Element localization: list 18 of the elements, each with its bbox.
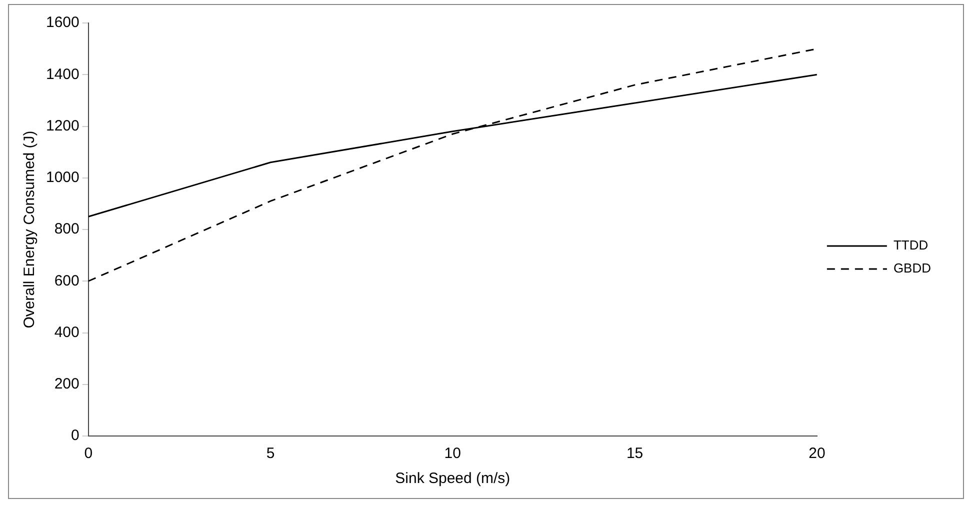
x-tick-label: 15	[626, 445, 644, 462]
legend-label: GBDD	[893, 260, 932, 276]
y-tick-label: 600	[54, 272, 80, 290]
y-tick-label: 1600	[46, 14, 80, 32]
x-tick-label: 20	[808, 445, 826, 462]
y-tick-label: 0	[71, 427, 80, 444]
y-tick-label: 400	[54, 324, 80, 341]
legend-label: TTDD	[893, 238, 928, 253]
x-tick-label: 10	[444, 445, 461, 462]
y-axis-title: Overall Energy Consumed (J)	[21, 130, 38, 328]
y-tick-label: 1400	[46, 66, 80, 83]
y-tick-label: 1200	[46, 117, 80, 134]
y-tick-label: 1000	[46, 169, 80, 186]
x-tick-label: 5	[266, 445, 275, 462]
y-tick-label: 800	[54, 220, 80, 238]
x-axis-title: Sink Speed (m/s)	[395, 470, 510, 488]
x-tick-label: 0	[84, 445, 93, 462]
y-tick-label: 200	[54, 376, 80, 393]
